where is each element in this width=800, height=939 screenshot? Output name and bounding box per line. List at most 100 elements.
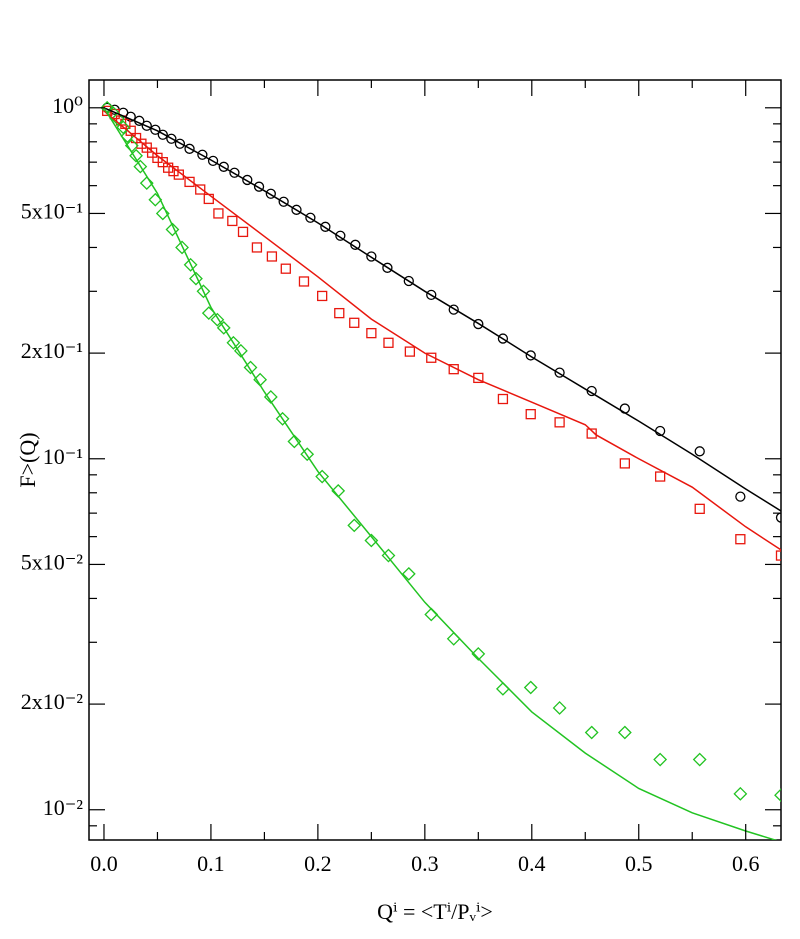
- data-point: [216, 320, 231, 335]
- data-point: [349, 317, 360, 328]
- x-axis-label: Qⁱ = <Tⁱ/Pᵥⁱ>: [377, 899, 493, 924]
- data-point: [692, 752, 707, 767]
- data-point: [317, 290, 328, 302]
- data-point: [243, 360, 258, 375]
- data-point: [195, 184, 206, 195]
- data-point: [280, 263, 291, 274]
- data-point: [150, 124, 161, 135]
- data-point: [148, 192, 163, 207]
- data-point: [775, 512, 781, 523]
- fit-line: [103, 110, 781, 551]
- data-point: [207, 155, 219, 167]
- data-point: [166, 133, 177, 144]
- data-point: [237, 226, 249, 238]
- data-point: [146, 147, 158, 158]
- data-point: [586, 428, 597, 439]
- data-point: [694, 503, 705, 514]
- data-point: [183, 257, 198, 272]
- y-tick-label: 5x10⁻²: [21, 549, 84, 574]
- data-point: [653, 752, 668, 767]
- data-point: [334, 307, 345, 319]
- data-point: [242, 174, 253, 186]
- y-tick-label: 5x10⁻¹: [21, 198, 83, 223]
- data-point: [251, 242, 263, 253]
- data-point: [446, 631, 461, 646]
- x-tick-label: 0.3: [411, 851, 439, 876]
- data-point: [619, 458, 630, 469]
- data-point: [320, 221, 331, 232]
- data-point: [253, 181, 265, 192]
- data-point: [155, 206, 170, 221]
- data-point: [403, 275, 414, 287]
- data-point: [287, 434, 302, 449]
- data-point: [525, 409, 536, 420]
- data-point: [213, 208, 224, 219]
- data-point: [275, 411, 290, 426]
- data-point: [495, 681, 510, 696]
- y-tick-label: 10⁰: [52, 93, 83, 118]
- data-point: [184, 176, 195, 188]
- data-point: [364, 533, 379, 548]
- data-point: [300, 447, 315, 462]
- data-point: [226, 335, 241, 350]
- data-point: [523, 680, 538, 695]
- fit-line: [103, 107, 781, 512]
- data-point: [654, 471, 666, 482]
- plot-frame: [88, 79, 782, 841]
- data-point: [347, 518, 362, 533]
- data-point: [203, 193, 214, 205]
- data-point: [305, 212, 316, 223]
- data-point: [196, 284, 211, 299]
- data-point: [552, 701, 567, 715]
- data-point: [775, 550, 781, 561]
- data-point: [139, 176, 154, 191]
- data-point: [266, 251, 278, 262]
- data-point: [471, 646, 486, 661]
- data-point: [227, 215, 238, 227]
- data-point: [229, 167, 240, 178]
- data-point: [497, 333, 509, 344]
- plot-area: [100, 100, 781, 840]
- data-point: [141, 120, 152, 131]
- y-tick-label: 10⁻¹: [43, 444, 83, 469]
- data-point: [218, 161, 229, 172]
- data-point: [298, 276, 310, 287]
- data-point: [116, 120, 131, 135]
- data-point: [694, 446, 705, 457]
- data-point: [382, 262, 393, 273]
- data-point: [210, 312, 225, 327]
- data-point: [175, 240, 189, 255]
- data-point: [617, 725, 632, 740]
- y-axis-label: F>(Q): [15, 432, 40, 487]
- x-tick-label: 0.2: [304, 851, 332, 876]
- data-point: [335, 230, 346, 241]
- data-point: [401, 566, 416, 581]
- data-point: [165, 222, 180, 237]
- data-point: [448, 304, 459, 315]
- data-point: [366, 251, 377, 262]
- data-point: [157, 129, 168, 140]
- data-point: [133, 159, 148, 174]
- data-point: [497, 393, 509, 405]
- data-point: [315, 469, 330, 484]
- data-point: [265, 188, 276, 199]
- data-point: [278, 196, 289, 207]
- data-point: [383, 337, 394, 348]
- data-point: [554, 417, 565, 428]
- data-point: [110, 111, 125, 126]
- data-point: [197, 149, 208, 160]
- y-tick-label: 2x10⁻¹: [21, 338, 83, 363]
- y-tick-label: 2x10⁻²: [21, 689, 84, 714]
- data-point: [404, 346, 416, 357]
- x-tick-label: 0.0: [90, 851, 118, 876]
- data-point: [774, 788, 781, 803]
- data-point: [426, 289, 437, 301]
- data-point: [735, 534, 746, 545]
- data-point: [366, 327, 377, 339]
- y-tick-label: 10⁻²: [43, 795, 84, 820]
- data-point: [157, 157, 168, 168]
- x-tick-label: 0.6: [732, 851, 760, 876]
- data-point: [525, 350, 536, 361]
- data-point: [189, 271, 203, 286]
